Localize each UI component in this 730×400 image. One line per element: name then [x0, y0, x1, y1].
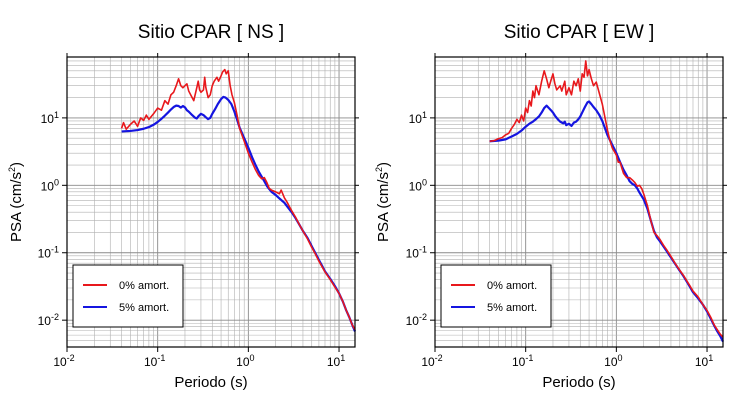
legend: 0% amort. 5% amort.	[440, 264, 552, 328]
legend: 0% amort. 5% amort.	[72, 264, 184, 328]
y-tick-exp: -2	[51, 312, 59, 322]
y-tick-base: 10	[41, 179, 55, 193]
x-tick-label: 100	[604, 353, 622, 369]
x-tick-label: 10-2	[421, 353, 442, 369]
x-axis-label: Periodo (s)	[542, 374, 615, 391]
y-tick-label: 100	[41, 177, 59, 193]
y-tick-exp: 0	[422, 177, 427, 187]
x-tick-exp: 0	[250, 353, 255, 363]
y-axis-label: PSA (cm/s2)	[374, 162, 392, 242]
x-tick-exp: 1	[708, 353, 713, 363]
y-tick-label: 10-2	[406, 312, 427, 328]
y-tick-exp: 1	[422, 110, 427, 120]
x-tick-exp: -2	[435, 353, 443, 363]
y-tick-base: 10	[409, 179, 423, 193]
legend-box	[440, 264, 552, 328]
x-tick-base: 10	[695, 355, 709, 369]
x-tick-base: 10	[604, 355, 618, 369]
series-lines	[120, 68, 357, 332]
x-tick-exp: -2	[67, 353, 75, 363]
x-tick-base: 10	[421, 355, 435, 369]
series-line-0pct	[489, 60, 724, 338]
legend-label-5pct: 5% amort.	[487, 302, 537, 314]
y-axis-label-tail: )	[8, 162, 25, 167]
y-tick-exp: 0	[54, 177, 59, 187]
x-tick-exp: -1	[157, 353, 165, 363]
grid	[66, 56, 355, 348]
legend-label-0pct: 0% amort.	[487, 280, 537, 292]
y-tick-label: 100	[409, 177, 427, 193]
y-tick-label: 10-2	[38, 312, 59, 328]
legend-label-5pct: 5% amort.	[119, 302, 169, 314]
y-axis-label-sup: 2	[7, 167, 17, 172]
y-tick-base: 10	[406, 314, 420, 328]
x-tick-label: 10-2	[53, 353, 74, 369]
x-tick-exp: 1	[340, 353, 345, 363]
y-tick-label: 101	[409, 110, 427, 126]
x-tick-exp: 0	[618, 353, 623, 363]
y-tick-exp: -2	[419, 312, 427, 322]
legend-label-0pct: 0% amort.	[119, 280, 169, 292]
y-tick-base: 10	[409, 112, 423, 126]
x-tick-label: 101	[327, 353, 345, 369]
x-tick-base: 10	[53, 355, 67, 369]
y-tick-exp: 1	[54, 110, 59, 120]
x-tick-label: 101	[695, 353, 713, 369]
x-tick-base: 10	[327, 355, 341, 369]
y-tick-label: 10-1	[38, 245, 59, 261]
y-axis-label-main: PSA (cm/s	[8, 172, 25, 242]
y-tick-label: 101	[41, 110, 59, 126]
y-tick-base: 10	[406, 247, 420, 261]
x-tick-label: 10-1	[144, 353, 165, 369]
y-tick-exp: -1	[51, 245, 59, 255]
chart-title: Sitio CPAR [ EW ]	[504, 22, 655, 43]
y-tick-base: 10	[38, 247, 52, 261]
chart-panel-ns: Sitio CPAR [ NS ] 10-2 10-1 100 10110-210-1…	[7, 22, 359, 391]
y-axis-label-tail: )	[375, 162, 392, 167]
x-tick-label: 10-1	[512, 353, 533, 369]
y-tick-exp: -1	[419, 245, 427, 255]
chart-panel-ew: Sitio CPAR [ EW ] 10-2 10-1 100 10110-210-1…	[374, 22, 727, 391]
y-tick-base: 10	[38, 314, 52, 328]
y-tick-label: 10-1	[406, 245, 427, 261]
series-lines	[489, 60, 724, 343]
plot-frame	[434, 56, 724, 348]
x-tick-base: 10	[144, 355, 158, 369]
x-tick-base: 10	[236, 355, 250, 369]
x-axis-label: Periodo (s)	[174, 374, 247, 391]
x-tick-exp: -1	[525, 353, 533, 363]
x-tick-base: 10	[512, 355, 526, 369]
y-axis-label-main: PSA (cm/s	[375, 172, 392, 242]
series-line-0pct	[120, 68, 356, 331]
legend-box	[72, 264, 184, 328]
plot-frame	[66, 56, 356, 348]
y-axis-label-sup: 2	[374, 167, 384, 172]
chart-title: Sitio CPAR [ NS ]	[138, 22, 284, 43]
y-tick-base: 10	[41, 112, 55, 126]
y-axis-label: PSA (cm/s2)	[7, 162, 25, 242]
x-tick-label: 100	[236, 353, 254, 369]
